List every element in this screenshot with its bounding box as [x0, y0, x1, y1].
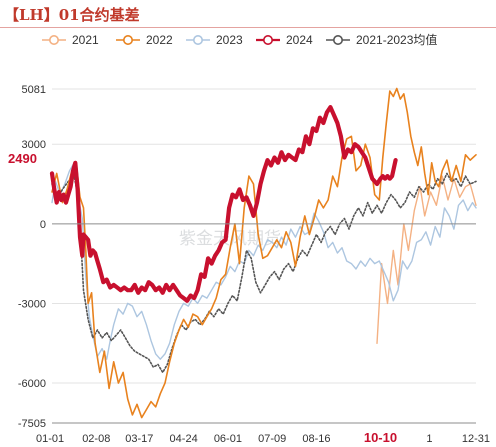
- legend-label: 2024: [286, 33, 313, 47]
- y-tick-label: 5081: [22, 84, 46, 96]
- series-line-2021-2023均值: [51, 172, 477, 374]
- legend-item-2022[interactable]: 2022: [116, 33, 173, 47]
- legend-swatch-marker: [332, 34, 343, 45]
- legend-swatch-marker: [48, 34, 59, 45]
- legend-label: 2023: [216, 33, 243, 47]
- x-tick-label-highlight: 10-10: [364, 430, 397, 445]
- series-line-2023: [51, 162, 477, 360]
- chart-axes: 5081 3000 0 -3000 -6000 -7505 01-01 02-08 03-17 0…: [8, 84, 490, 445]
- x-tick-label: 12-31: [462, 433, 490, 445]
- series-line-2021: [376, 175, 477, 344]
- x-tick-label: 02-08: [82, 433, 110, 445]
- x-tick-label: 1: [426, 433, 432, 445]
- legend-label: 2022: [146, 33, 173, 47]
- y-tick-label: 3000: [22, 139, 46, 151]
- chart-legend[interactable]: 2021 2022 2023 2024 2021-2023均值: [42, 32, 437, 47]
- page-title: 【LH】01合约基差: [4, 6, 140, 24]
- x-tick-label: 08-16: [302, 433, 330, 445]
- series-layer: [49, 87, 477, 419]
- legend-item-2021-2023均值[interactable]: 2021-2023均值: [326, 32, 437, 47]
- x-tick-label: 04-24: [170, 433, 198, 445]
- current-value-label: 2490: [8, 151, 37, 166]
- legend-label: 2021: [72, 33, 99, 47]
- y-tick-label: -3000: [18, 298, 46, 310]
- watermark: 紫金天风期货: [179, 229, 281, 248]
- x-tick-label: 03-17: [125, 433, 153, 445]
- x-tick-label: 01-01: [36, 433, 64, 445]
- legend-item-2023[interactable]: 2023: [186, 33, 243, 47]
- series-line-2022: [51, 87, 477, 419]
- legend-item-2024[interactable]: 2024: [256, 33, 313, 47]
- legend-swatch-marker: [262, 34, 273, 45]
- title-divider: [0, 27, 496, 28]
- series-line-2024: [49, 104, 398, 303]
- y-tick-label: 0: [40, 219, 46, 231]
- y-tick-label: -6000: [18, 378, 46, 390]
- legend-swatch-marker: [193, 34, 204, 45]
- x-tick-label: 07-09: [258, 433, 286, 445]
- legend-item-2021[interactable]: 2021: [42, 33, 99, 47]
- legend-swatch-marker: [123, 34, 134, 45]
- y-tick-label: -7505: [18, 418, 46, 430]
- legend-label: 2021-2023均值: [356, 32, 437, 47]
- x-tick-label: 06-01: [214, 433, 242, 445]
